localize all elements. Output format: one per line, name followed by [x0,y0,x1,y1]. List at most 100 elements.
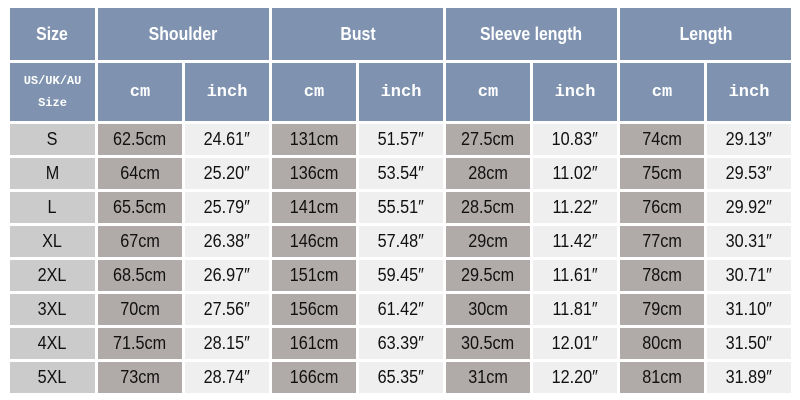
cell-text: 29.53″ [725,163,773,183]
inch-value-cell: 29.92″ [707,192,791,223]
size-label-cell: XL [10,226,95,257]
inch-value-cell: 11.81″ [533,294,617,325]
cell-text: XL [42,231,63,251]
cm-value-cell: 80cm [620,328,704,359]
cell-text: 77cm [642,231,682,251]
cell-text: 24.61″ [203,129,251,149]
inch-value-cell: 51.57″ [359,124,443,155]
cell-text: 62.5cm [113,129,167,149]
size-label-cell: 2XL [10,260,95,291]
subheader-cm: cm [272,63,356,121]
size-label-cell: M [10,158,95,189]
inch-value-cell: 30.71″ [707,260,791,291]
cell-text: 63.39″ [377,333,425,353]
cm-value-cell: 146cm [272,226,356,257]
cm-value-cell: 78cm [620,260,704,291]
inch-value-cell: 31.50″ [707,328,791,359]
inch-value-cell: 31.10″ [707,294,791,325]
cell-text: 79cm [642,299,682,319]
subheader-cm: cm [620,63,704,121]
cm-value-cell: 77cm [620,226,704,257]
inch-value-cell: 11.02″ [533,158,617,189]
inch-value-cell: 24.61″ [185,124,269,155]
cell-text: 30.5cm [461,333,515,353]
cell-text: 161cm [289,333,339,353]
cell-text: 30.71″ [725,265,773,285]
header-sleeve-length: Sleeve length [446,8,617,60]
cell-text: 11.22″ [552,197,598,217]
cell-text: 166cm [289,367,339,387]
size-label-cell: S [10,124,95,155]
cell-text: 55.51″ [377,197,425,217]
cell-text: 65.35″ [377,367,425,387]
cell-text: 11.81″ [552,299,598,319]
inch-value-cell: 29.13″ [707,124,791,155]
cm-value-cell: 141cm [272,192,356,223]
cell-text: 71.5cm [113,333,167,353]
subheader-size-region: US/UK/AU Size [10,63,95,121]
cell-text: 11.61″ [552,265,598,285]
cell-text: 70cm [120,299,160,319]
inch-value-cell: 28.15″ [185,328,269,359]
cm-value-cell: 30.5cm [446,328,530,359]
subheader-inch: inch [185,63,269,121]
inch-value-cell: 10.83″ [533,124,617,155]
cell-text: 29cm [468,231,508,251]
cell-text: 26.38″ [203,231,251,251]
cell-text: 67cm [120,231,160,251]
cell-text: L [47,197,57,217]
cell-text: 3XL [38,299,67,319]
inch-value-cell: 31.89″ [707,362,791,393]
cell-text: 29.92″ [725,197,773,217]
header-bust: Bust [272,8,443,60]
cell-text: 5XL [38,367,67,387]
cm-value-cell: 30cm [446,294,530,325]
inch-value-cell: 55.51″ [359,192,443,223]
cm-value-cell: 131cm [272,124,356,155]
cell-text: 28.74″ [203,367,251,387]
inch-value-cell: 25.79″ [185,192,269,223]
cm-value-cell: 67cm [98,226,182,257]
cell-text: 51.57″ [377,129,425,149]
cell-text: 30.31″ [725,231,773,251]
cell-text: 76cm [642,197,682,217]
size-label-cell: 4XL [10,328,95,359]
cell-text: 25.20″ [203,163,251,183]
cell-text: S [47,129,58,149]
cell-text: 78cm [642,265,682,285]
cell-text: 31cm [468,367,508,387]
cm-value-cell: 73cm [98,362,182,393]
cm-value-cell: 68.5cm [98,260,182,291]
cm-value-cell: 28.5cm [446,192,530,223]
cm-value-cell: 151cm [272,260,356,291]
cell-text: 81cm [642,367,682,387]
cell-text: 26.97″ [203,265,251,285]
inch-value-cell: 26.97″ [185,260,269,291]
cm-value-cell: 28cm [446,158,530,189]
cell-text: 59.45″ [377,265,425,285]
cm-value-cell: 70cm [98,294,182,325]
inch-value-cell: 53.54″ [359,158,443,189]
cm-value-cell: 74cm [620,124,704,155]
inch-value-cell: 30.31″ [707,226,791,257]
cell-text: M [45,163,60,183]
size-chart-table: Size Shoulder Bust Sleeve length Length … [10,8,791,393]
inch-value-cell: 12.20″ [533,362,617,393]
size-label-cell: 3XL [10,294,95,325]
cm-value-cell: 71.5cm [98,328,182,359]
cm-value-cell: 29.5cm [446,260,530,291]
inch-value-cell: 11.22″ [533,192,617,223]
subheader-cm: cm [446,63,530,121]
cell-text: 31.50″ [725,333,773,353]
cell-text: 29.13″ [725,129,773,149]
inch-value-cell: 59.45″ [359,260,443,291]
inch-value-cell: 25.20″ [185,158,269,189]
cell-text: 2XL [38,265,67,285]
inch-value-cell: 27.56″ [185,294,269,325]
subheader-inch: inch [533,63,617,121]
cell-text: 131cm [289,129,339,149]
cell-text: 57.48″ [377,231,425,251]
cm-value-cell: 31cm [446,362,530,393]
cm-value-cell: 27.5cm [446,124,530,155]
inch-value-cell: 12.01″ [533,328,617,359]
